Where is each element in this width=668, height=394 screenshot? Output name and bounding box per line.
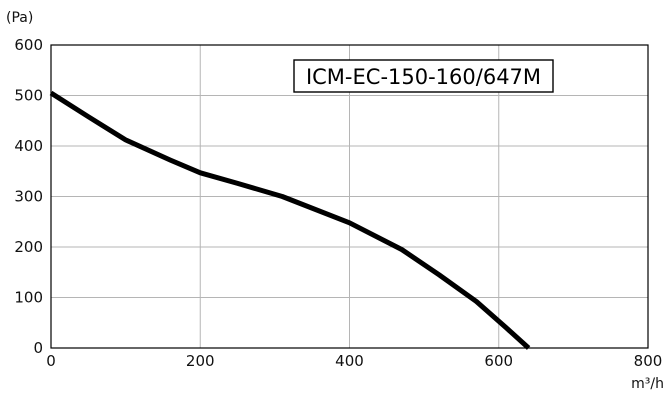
y-axis-ticks: 0 100 200 300 400 500 600 [14,36,43,357]
x-tick-label: 800 [634,352,663,370]
series-curves [49,90,531,350]
chart-title: ICM-EC-150-160/647M [306,65,541,89]
y-tick-label: 500 [14,87,43,105]
x-axis-ticks: 0 200 400 600 800 [46,352,662,370]
x-tick-label: 200 [186,352,215,370]
plot-frame [50,44,649,349]
title-box-border [293,59,554,93]
y-tick-label: 600 [14,36,43,54]
y-tick-label: 400 [14,137,43,155]
y-tick-label: 300 [14,188,43,206]
chart-title-box: ICM-EC-150-160/647M [293,59,554,93]
y-tick-label: 100 [14,289,43,307]
series-line-0 [49,90,531,350]
y-tick-label: 200 [14,238,43,256]
x-tick-label: 400 [335,352,364,370]
grid-lines [51,45,648,348]
x-axis-label: m³/h [631,376,664,392]
x-tick-label: 600 [484,352,513,370]
y-axis-label: (Pa) [6,10,33,26]
x-tick-label: 0 [46,352,56,370]
y-tick-label: 0 [33,339,43,357]
